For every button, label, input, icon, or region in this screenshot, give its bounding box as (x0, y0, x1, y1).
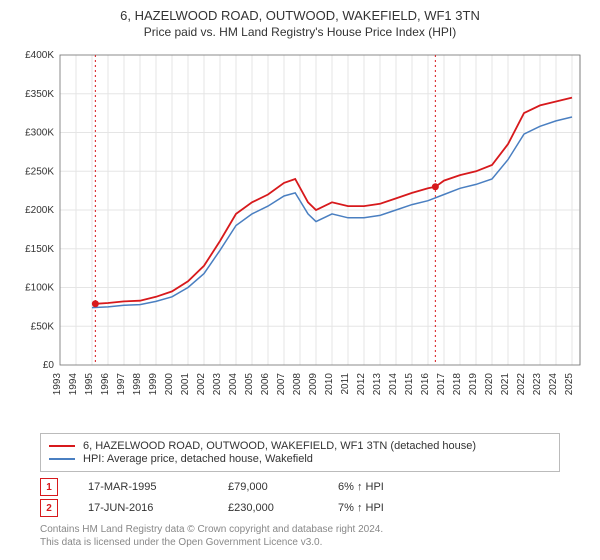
svg-text:2022: 2022 (516, 373, 527, 396)
chart-subtitle: Price paid vs. HM Land Registry's House … (10, 25, 590, 39)
svg-text:£350K: £350K (25, 89, 54, 100)
marker-row: 2 17-JUN-2016 £230,000 7% ↑ HPI (40, 499, 590, 517)
legend: 6, HAZELWOOD ROAD, OUTWOOD, WAKEFIELD, W… (40, 433, 560, 472)
svg-text:2003: 2003 (212, 373, 223, 396)
svg-text:2014: 2014 (388, 373, 399, 396)
svg-text:2016: 2016 (420, 373, 431, 396)
svg-text:2023: 2023 (532, 373, 543, 396)
svg-text:2005: 2005 (244, 373, 255, 396)
svg-text:1997: 1997 (116, 373, 127, 396)
marker-table: 1 17-MAR-1995 £79,000 6% ↑ HPI 2 17-JUN-2016 £… (40, 478, 590, 517)
attribution: Contains HM Land Registry data © Crown c… (40, 523, 590, 549)
svg-text:2004: 2004 (228, 373, 239, 396)
svg-text:£300K: £300K (25, 128, 54, 139)
svg-text:1996: 1996 (100, 373, 111, 396)
chart-area: £0 £50K £100K £150K £200K £250K £300K £350K £400… (10, 45, 590, 425)
marker-id-box: 1 (40, 478, 58, 496)
svg-text:2019: 2019 (468, 373, 479, 396)
svg-text:1998: 1998 (132, 373, 143, 396)
svg-text:£0: £0 (43, 360, 55, 371)
svg-text:2006: 2006 (260, 373, 271, 396)
attribution-line: Contains HM Land Registry data © Crown c… (40, 523, 590, 536)
svg-text:2001: 2001 (180, 373, 191, 396)
svg-text:2021: 2021 (500, 373, 511, 396)
svg-text:£250K: £250K (25, 166, 54, 177)
svg-text:£200K: £200K (25, 205, 54, 216)
svg-text:2012: 2012 (356, 373, 367, 396)
svg-text:2024: 2024 (548, 373, 559, 396)
legend-label: HPI: Average price, detached house, Wake… (83, 453, 313, 465)
svg-text:2011: 2011 (340, 373, 351, 395)
legend-item: HPI: Average price, detached house, Wake… (49, 453, 551, 465)
svg-text:1993: 1993 (52, 373, 63, 396)
marker-price: £79,000 (228, 481, 308, 493)
marker-price: £230,000 (228, 502, 308, 514)
marker-date: 17-MAR-1995 (88, 481, 198, 493)
legend-swatch (49, 458, 75, 460)
svg-text:2008: 2008 (292, 373, 303, 396)
marker-id-box: 2 (40, 499, 58, 517)
svg-text:2013: 2013 (372, 373, 383, 396)
svg-text:2002: 2002 (196, 373, 207, 396)
svg-text:2000: 2000 (164, 373, 175, 396)
marker-row: 1 17-MAR-1995 £79,000 6% ↑ HPI (40, 478, 590, 496)
marker-pct: 6% ↑ HPI (338, 481, 428, 493)
marker-pct: 7% ↑ HPI (338, 502, 428, 514)
svg-text:£50K: £50K (31, 321, 55, 332)
svg-text:1999: 1999 (148, 373, 159, 396)
svg-text:2018: 2018 (452, 373, 463, 396)
legend-swatch (49, 445, 75, 447)
svg-text:2015: 2015 (404, 373, 415, 396)
svg-text:2025: 2025 (564, 373, 575, 396)
attribution-line: This data is licensed under the Open Gov… (40, 536, 590, 549)
svg-text:2007: 2007 (276, 373, 287, 396)
marker-date: 17-JUN-2016 (88, 502, 198, 514)
line-chart: £0 £50K £100K £150K £200K £250K £300K £350K £400… (10, 45, 590, 425)
svg-text:1995: 1995 (84, 373, 95, 396)
svg-text:2009: 2009 (308, 373, 319, 396)
svg-text:2017: 2017 (436, 373, 447, 396)
svg-text:£150K: £150K (25, 244, 54, 255)
legend-label: 6, HAZELWOOD ROAD, OUTWOOD, WAKEFIELD, W… (83, 440, 476, 452)
svg-text:£100K: £100K (25, 283, 54, 294)
legend-item: 6, HAZELWOOD ROAD, OUTWOOD, WAKEFIELD, W… (49, 440, 551, 452)
svg-text:£400K: £400K (25, 50, 54, 61)
svg-text:2020: 2020 (484, 373, 495, 396)
chart-title: 6, HAZELWOOD ROAD, OUTWOOD, WAKEFIELD, W… (10, 8, 590, 23)
svg-text:2010: 2010 (324, 373, 335, 396)
svg-text:1994: 1994 (68, 373, 79, 396)
